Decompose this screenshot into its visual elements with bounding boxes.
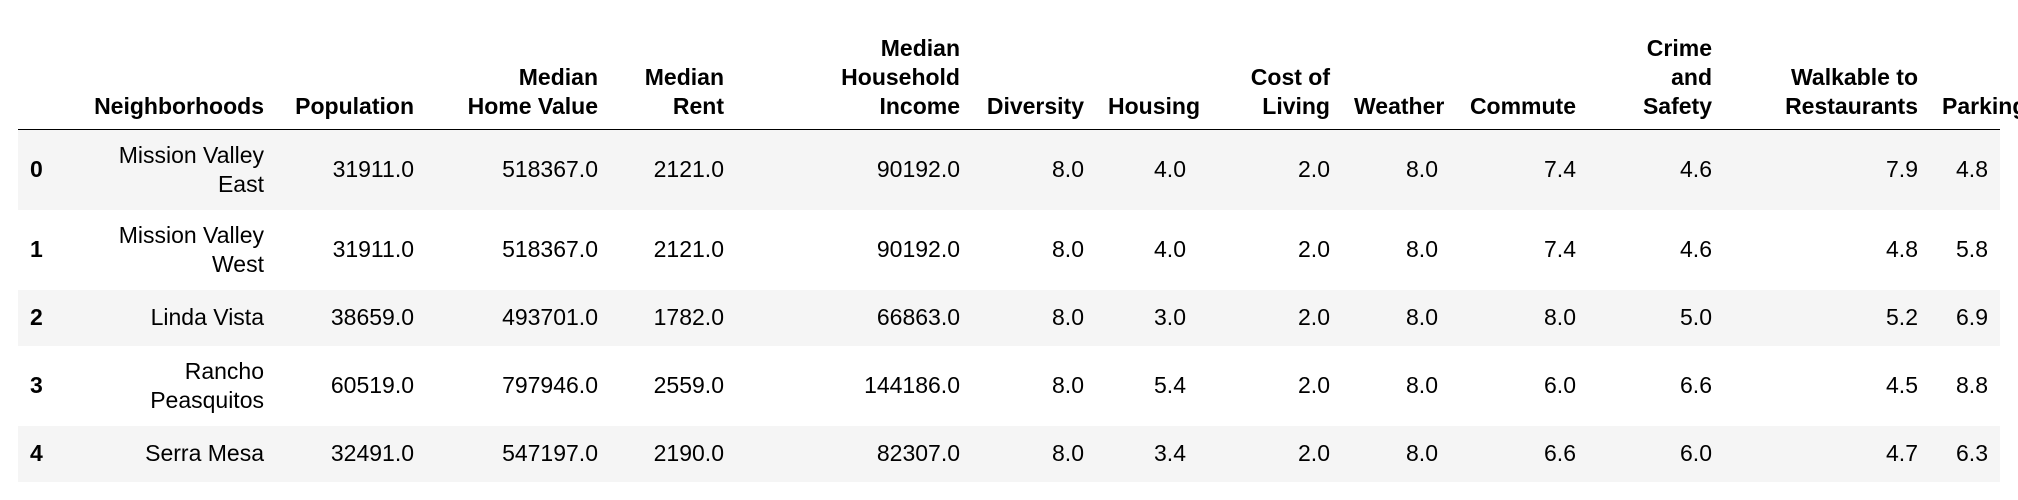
dataframe-output: Neighborhoods Population Median Home Value… (18, 28, 2018, 482)
table-cell: 2.0 (1298, 156, 1330, 183)
column-header: Median Home Value (426, 28, 610, 130)
table-cell: 90192.0 (876, 156, 960, 183)
table-cell: 31911.0 (332, 156, 414, 183)
table-cell: 1782.0 (653, 304, 724, 330)
row-index: 2 (30, 304, 43, 330)
row-index: 3 (30, 372, 43, 398)
table-cell: 2121.0 (653, 236, 724, 262)
table-cell: 2.0 (1298, 236, 1330, 262)
table-cell: 797946.0 (502, 372, 598, 398)
table-cell: 7.9 (1886, 156, 1918, 183)
table-cell: 4.8 (1886, 236, 1918, 262)
header-row: Neighborhoods Population Median Home Value… (18, 28, 2018, 130)
table-cell: 8.0 (1052, 156, 1084, 183)
table-cell: 8.0 (1406, 304, 1438, 330)
table-cell: 6.9 (1956, 304, 1988, 330)
table-cell: 2190.0 (653, 440, 724, 466)
table-cell: 2121.0 (653, 156, 724, 183)
table-cell: 8.0 (1544, 304, 1576, 330)
table-cell: 5.2 (1886, 304, 1918, 330)
table-cell: 4.6 (1680, 236, 1712, 262)
column-header: Weather (1342, 28, 1450, 130)
table-row: 1 Mission Valley West 31911.0 518367.0 2121.… (18, 209, 2000, 290)
table-cell: 4.5 (1886, 372, 1918, 398)
table-cell: 4.6 (1680, 156, 1712, 183)
table-cell: 5.4 (1154, 372, 1186, 398)
table-cell: 6.6 (1680, 372, 1712, 398)
column-header: Parking (1930, 28, 2018, 130)
column-header: Diversity (972, 28, 1096, 130)
table-cell: 144186.0 (864, 372, 960, 398)
table-cell: 8.0 (1406, 156, 1438, 183)
neighborhood-cell: Rancho Peasquitos (150, 357, 264, 413)
table-cell: 31911.0 (332, 236, 414, 262)
table-cell: 4.7 (1886, 440, 1918, 466)
column-header: Population (276, 28, 426, 130)
table-cell: 60519.0 (330, 372, 414, 398)
column-header: Median Household Income (736, 28, 972, 130)
table-cell: 547197.0 (502, 440, 598, 466)
table-cell: 8.0 (1406, 440, 1438, 466)
column-header: Cost of Living (1198, 28, 1342, 130)
row-index: 1 (30, 236, 43, 262)
index-header (18, 28, 62, 130)
table-cell: 2559.0 (653, 372, 724, 398)
table-cell: 8.0 (1052, 304, 1084, 330)
table-cell: 8.0 (1406, 236, 1438, 262)
table-cell: 5.0 (1680, 304, 1712, 330)
table-cell: 8.8 (1956, 372, 1988, 398)
table-cell: 3.4 (1154, 440, 1186, 466)
table-cell: 8.0 (1052, 236, 1084, 262)
table-cell: 2.0 (1298, 304, 1330, 330)
table-cell: 8.0 (1052, 372, 1084, 398)
table-cell: 66863.0 (876, 304, 960, 330)
table-row: 0 Mission Valley East 31911.0 518367.0 2121.… (18, 129, 2000, 210)
neighborhood-cell: Linda Vista (150, 304, 264, 330)
column-header: Neighborhoods (62, 28, 276, 130)
table-cell: 32491.0 (330, 440, 414, 466)
table-cell: 4.8 (1956, 156, 1988, 183)
table-row: 4 Serra Mesa 32491.0 547197.0 2190.0 82307.0 8… (18, 425, 2000, 482)
table-cell: 6.3 (1956, 440, 1988, 466)
table-cell: 90192.0 (876, 236, 960, 262)
table-cell: 493701.0 (502, 304, 598, 330)
column-header: Median Rent (610, 28, 736, 130)
table-cell: 4.0 (1154, 156, 1186, 183)
row-index: 0 (30, 156, 43, 183)
table-body: 0 Mission Valley East 31911.0 518367.0 2121.… (18, 129, 2000, 482)
table-cell: 8.0 (1052, 440, 1084, 466)
table-cell: 7.4 (1544, 156, 1576, 183)
column-header: Crime and Safety (1588, 28, 1724, 130)
table-row: 2 Linda Vista 38659.0 493701.0 1782.0 66863.0… (18, 289, 2000, 346)
column-header: Commute (1450, 28, 1588, 130)
table-cell: 6.0 (1544, 372, 1576, 398)
column-header: Walkable to Restaurants (1724, 28, 1930, 130)
table-row: 3 Rancho Peasquitos 60519.0 797946.0 2559.0 1… (18, 345, 2000, 426)
neighborhood-cell: Mission Valley East (118, 141, 264, 197)
table-cell: 2.0 (1298, 372, 1330, 398)
table-cell: 6.0 (1680, 440, 1712, 466)
table-cell: 38659.0 (330, 304, 414, 330)
column-header: Housing (1096, 28, 1200, 130)
neighborhood-cell: Serra Mesa (145, 440, 264, 466)
neighborhood-cell: Mission Valley West (118, 221, 264, 277)
table-cell: 3.0 (1154, 304, 1186, 330)
table-cell: 4.0 (1154, 236, 1186, 262)
table-cell: 6.6 (1544, 440, 1576, 466)
table-cell: 518367.0 (502, 156, 598, 183)
table-cell: 5.8 (1956, 236, 1988, 262)
table-cell: 2.0 (1298, 440, 1330, 466)
table-cell: 82307.0 (876, 440, 960, 466)
dataframe-table: Neighborhoods Population Median Home Value… (18, 28, 2018, 482)
table-cell: 518367.0 (502, 236, 598, 262)
table-cell: 7.4 (1544, 236, 1576, 262)
table-cell: 8.0 (1406, 372, 1438, 398)
row-index: 4 (30, 440, 43, 466)
